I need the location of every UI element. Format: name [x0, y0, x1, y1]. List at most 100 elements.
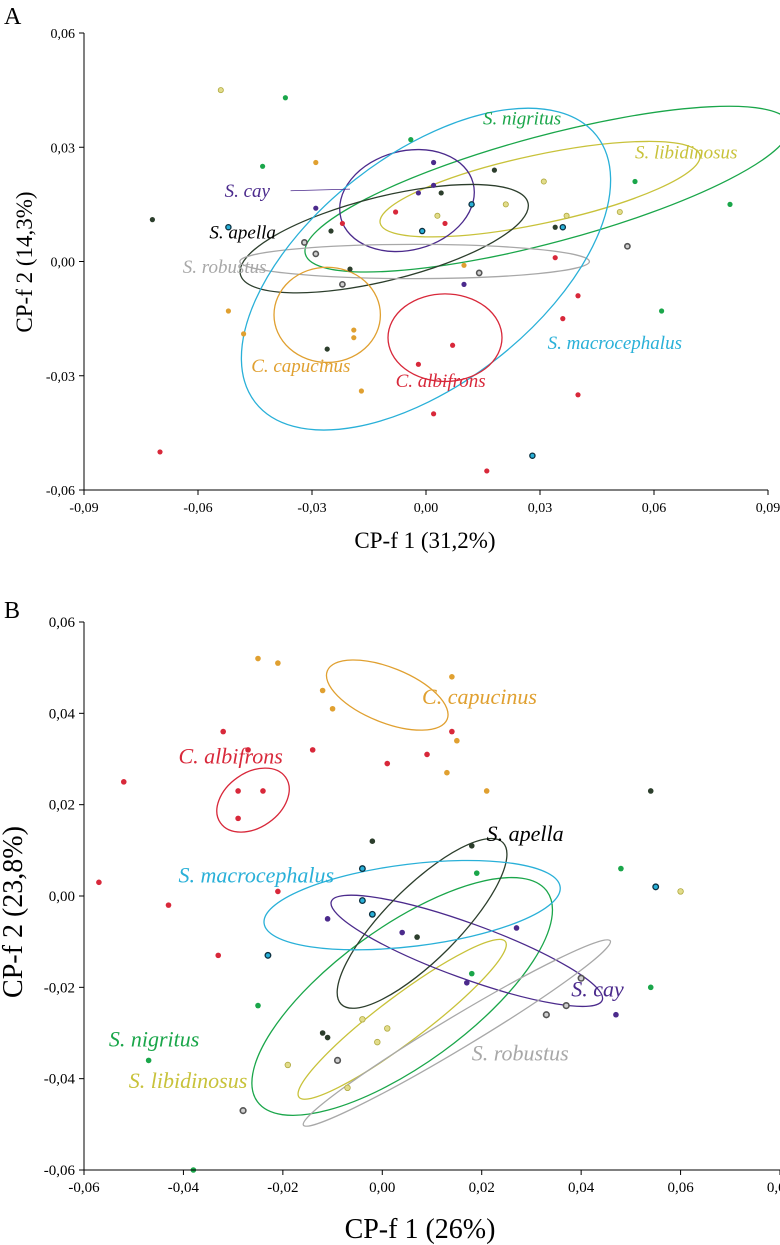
panel-b-label-s-cay: S. cay — [571, 976, 624, 1001]
panel-b-point-s-nigritus — [255, 1002, 261, 1009]
panel-b-point-s-cay — [464, 979, 470, 986]
panel-a-label-s-cay: S. cay — [225, 181, 271, 202]
panel-a-point-c-albifrons — [431, 411, 437, 417]
panel-a-point-c-albifrons — [442, 220, 448, 227]
panel-a-ellipse-s-macrocephalus — [240, 107, 612, 431]
panel-b-point-c-capucinus — [449, 674, 455, 680]
panel-a-point-s-robustus — [312, 250, 320, 258]
panel-a-point-s-nigritus — [282, 95, 288, 101]
panel-b-ellipse-s-nigritus — [251, 876, 554, 1117]
panel-b-point-s-robustus — [542, 1011, 550, 1019]
panel-b: B C. capucinus C. albifrons S. apella S. ma… — [0, 598, 780, 1245]
panel-a-axes: -0,09 -0,06 -0,03 0,00 0,03 0,06 0,09 -0,06 -0,0… — [46, 27, 780, 516]
panel-a-x-axis-title: CP-f 1 (31,2%) — [354, 528, 495, 553]
panel-b-label-s-macrocephalus: S. macrocephalus — [178, 862, 334, 887]
panel-b-y-tick-label: -0,06 — [44, 1163, 76, 1179]
panel-b-label-c-albifrons: C. albifrons — [178, 744, 282, 769]
panel-a-label-c-capucinus: C. capucinus — [251, 356, 350, 377]
panel-b-point-c-albifrons — [120, 779, 127, 785]
panel-a-y-tick-label: -0,06 — [46, 484, 75, 499]
panel-a-point-s-robustus — [300, 239, 308, 246]
panel-a-y-tick-label: 0,06 — [51, 27, 76, 42]
panel-a-x-tick-label: -0,03 — [297, 501, 326, 516]
panel-b-point-c-albifrons — [96, 879, 102, 886]
panel-b-y-tick-label: 0,06 — [49, 615, 76, 631]
panel-a-point-s-nigritus — [260, 163, 266, 169]
panel-a-point-s-apella — [347, 266, 353, 272]
panel-b-point-s-macrocephalus — [358, 865, 366, 873]
panel-b-point-c-albifrons — [165, 902, 172, 908]
panel-b-point-s-robustus — [562, 1001, 570, 1010]
panel-b-point-s-apella — [414, 934, 420, 940]
panel-b-point-s-apella — [468, 842, 475, 849]
panel-b-point-c-capucinus — [329, 705, 336, 712]
panel-b-point-s-apella — [319, 1030, 326, 1036]
panel-b-x-tick-label: 0,02 — [469, 1180, 495, 1196]
panel-a-point-c-capucinus — [351, 327, 357, 333]
panel-a-point-c-albifrons — [415, 361, 421, 367]
panel-b-y-tick-label: 0,04 — [49, 706, 76, 722]
panel-a-x-tick-label: 0,00 — [414, 501, 439, 516]
panel-b-points — [96, 655, 684, 1173]
panel-b-point-c-albifrons — [215, 952, 222, 959]
panel-a-ellipse-c-capucinus — [273, 266, 382, 364]
panel-a-point-s-apella — [324, 346, 330, 352]
panel-b-x-tick-label: -0,06 — [68, 1180, 100, 1196]
panel-a-label-s-robustus: S. robustus — [183, 257, 267, 278]
panel-b-point-s-libidinosus — [374, 1038, 381, 1046]
panel-a-point-c-albifrons — [552, 255, 558, 261]
panel-a-ellipse-s-libidinosus — [379, 140, 701, 238]
panel-a-point-s-libidinosus — [502, 201, 509, 208]
panel-b-point-s-nigritus — [468, 970, 475, 977]
panel-a-point-s-nigritus — [659, 308, 665, 314]
panel-b-point-s-macrocephalus — [368, 910, 376, 918]
panel-b-point-c-capucinus — [275, 660, 281, 666]
panel-a-point-c-capucinus — [225, 308, 231, 314]
panel-b-point-c-albifrons — [235, 788, 241, 794]
panel-a-point-c-albifrons — [450, 342, 456, 348]
panel-b-point-s-nigritus — [647, 984, 654, 991]
panel-b-ellipses — [216, 659, 612, 1127]
panel-b-x-tick-label: 0,00 — [369, 1180, 395, 1196]
panel-b-ellipse-s-robustus — [302, 939, 612, 1127]
panel-a-point-c-capucinus — [461, 262, 467, 268]
panel-a-point-s-macrocephalus — [418, 227, 426, 235]
panel-b-label-s-libidinosus: S. libidinosus — [129, 1068, 248, 1093]
panel-b-y-tick-label: -0,02 — [44, 980, 75, 996]
panel-a-point-s-libidinosus — [434, 212, 441, 219]
panel-a-label-s-nigritus: S. nigritus — [483, 108, 561, 129]
panel-a-point-s-apella — [491, 167, 497, 173]
panel-a-point-s-apella — [552, 224, 558, 230]
panel-b-point-s-cay — [513, 925, 520, 931]
panel-b-point-s-cay — [613, 1011, 619, 1018]
panel-b-point-c-capucinus — [454, 737, 460, 744]
panel-b-x-tick-label: -0,04 — [168, 1180, 200, 1196]
panel-b-point-c-albifrons — [235, 815, 241, 822]
panel-b-ellipse-s-macrocephalus — [263, 859, 561, 951]
panel-a-point-s-robustus — [338, 280, 346, 288]
panel-b-x-axis-title: CP-f 1 (26%) — [345, 1214, 496, 1245]
panel-b-x-tick-label: 0,06 — [667, 1180, 694, 1196]
panel-b-point-c-capucinus — [483, 788, 490, 794]
panel-a-point-s-robustus — [475, 269, 483, 277]
panel-a-ellipses — [239, 105, 780, 431]
panel-a-point-s-libidinosus — [217, 87, 224, 94]
panel-b-point-c-albifrons — [449, 728, 455, 735]
panel-b-point-s-robustus — [239, 1107, 247, 1115]
panel-b-ellipse-s-libidinosus — [297, 938, 507, 1100]
panel-a-point-s-macrocephalus — [529, 452, 536, 459]
panel-b-point-s-apella — [324, 1034, 331, 1041]
panel-b-point-s-nigritus — [618, 865, 624, 872]
panel-a-point-s-apella — [149, 217, 155, 223]
panel-b-point-c-albifrons — [309, 747, 316, 753]
panel-b-ellipse-c-capucinus — [325, 659, 449, 731]
panel-b-x-tick-label: 0,04 — [568, 1180, 595, 1196]
panel-a-x-tick-label: 0,03 — [528, 501, 553, 516]
panel-b-ellipse-c-albifrons — [216, 767, 290, 833]
panel-b-point-s-robustus — [577, 974, 585, 982]
panel-a-point-s-macrocephalus — [468, 201, 475, 208]
panel-b-point-s-libidinosus — [284, 1061, 292, 1069]
panel-a-point-s-nigritus — [727, 201, 733, 207]
panel-a-point-s-libidinosus — [616, 208, 623, 215]
